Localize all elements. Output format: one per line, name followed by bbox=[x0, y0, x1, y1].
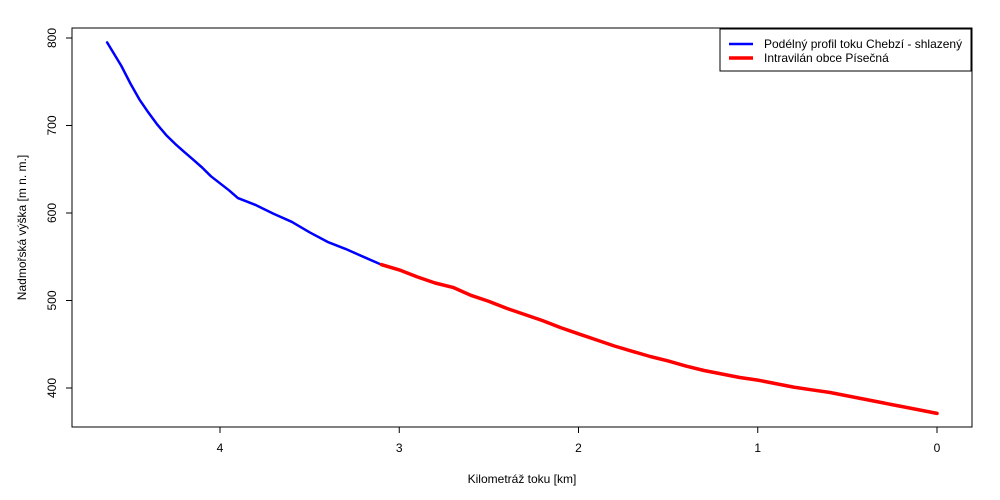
series-line-red bbox=[379, 262, 939, 416]
plot-layer bbox=[105, 41, 939, 416]
x-tick-label: 0 bbox=[934, 441, 941, 455]
x-tick-label: 3 bbox=[396, 441, 403, 455]
y-tick-label: 600 bbox=[45, 203, 59, 223]
x-axis-label: Kilometráž toku [km] bbox=[468, 472, 577, 486]
axis-layer: 4 3 2 1 0 400 500 600 700 800 bbox=[45, 27, 973, 455]
y-axis-label: Nadmořská výška [m n. m.] bbox=[15, 155, 29, 300]
x-tick-label: 4 bbox=[217, 441, 224, 455]
y-tick-label: 700 bbox=[45, 115, 59, 135]
y-tick-label: 400 bbox=[45, 378, 59, 398]
x-tick-label: 1 bbox=[754, 441, 761, 455]
x-tick-label: 2 bbox=[575, 441, 582, 455]
legend: Podélný profil toku Chebzí - shlazenýInt… bbox=[719, 28, 972, 72]
legend-label: Intravilán obce Písečná bbox=[764, 51, 889, 65]
series-line-blue bbox=[105, 41, 383, 266]
legend-label: Podélný profil toku Chebzí - shlazený bbox=[764, 37, 962, 51]
plot-frame bbox=[71, 27, 973, 428]
y-tick-label: 500 bbox=[45, 290, 59, 310]
legend-box bbox=[719, 28, 972, 72]
y-tick-label: 800 bbox=[45, 28, 59, 48]
